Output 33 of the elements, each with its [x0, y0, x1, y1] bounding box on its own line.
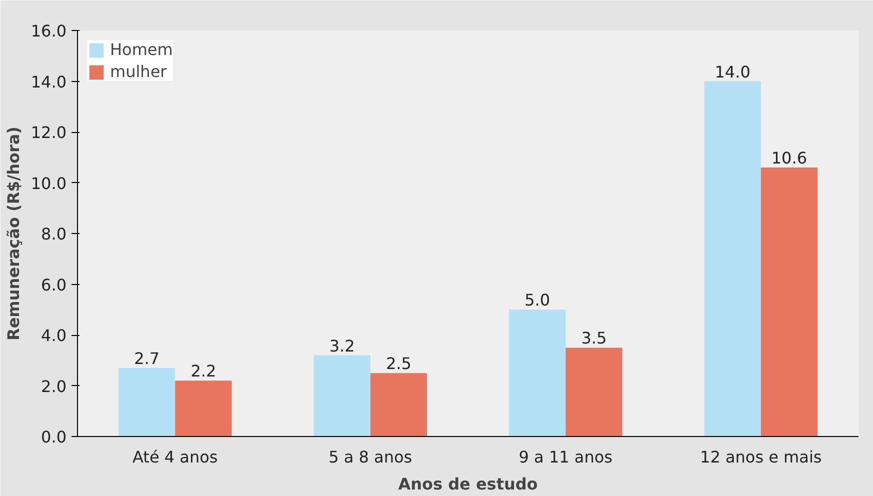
y-tick-label: 2.0 [41, 376, 67, 396]
data-label: 2.5 [386, 354, 412, 374]
y-axis-title: Remuneração (R$/hora) [4, 126, 23, 340]
x-axis-title: Anos de estudo [398, 474, 538, 494]
legend-label: mulher [110, 62, 167, 81]
data-label: 5.0 [524, 290, 550, 310]
x-tick-label: Até 4 anos [132, 448, 218, 466]
bar [509, 310, 566, 436]
y-tick-label: 8.0 [41, 224, 67, 244]
y-tick-label: 0.0 [41, 428, 67, 446]
y-tick-label: 6.0 [41, 275, 67, 294]
bar [566, 348, 622, 436]
y-tick-label: 12.0 [30, 123, 66, 142]
y-tick-label: 16.0 [30, 22, 66, 40]
data-label: 10.6 [771, 148, 807, 168]
x-tick-label: 12 anos e mais [700, 448, 822, 466]
data-label: 2.2 [190, 362, 216, 381]
y-tick-label: 14.0 [30, 72, 66, 92]
x-tick-label: 5 a 8 anos [328, 448, 412, 466]
x-tick-label: 9 a 11 anos [518, 448, 612, 466]
data-label: 3.2 [329, 336, 355, 356]
bar [118, 368, 176, 436]
data-label: 14.0 [714, 62, 750, 82]
y-tick-label: 4.0 [41, 326, 67, 345]
bar [175, 380, 232, 436]
legend-label: Homem [110, 40, 173, 59]
bar [760, 168, 818, 436]
data-label: 2.7 [134, 348, 160, 368]
data-label: 3.5 [581, 328, 607, 348]
bar [314, 355, 370, 436]
bar [704, 81, 761, 436]
y-tick-label: 10.0 [30, 174, 66, 193]
bar [370, 373, 427, 436]
